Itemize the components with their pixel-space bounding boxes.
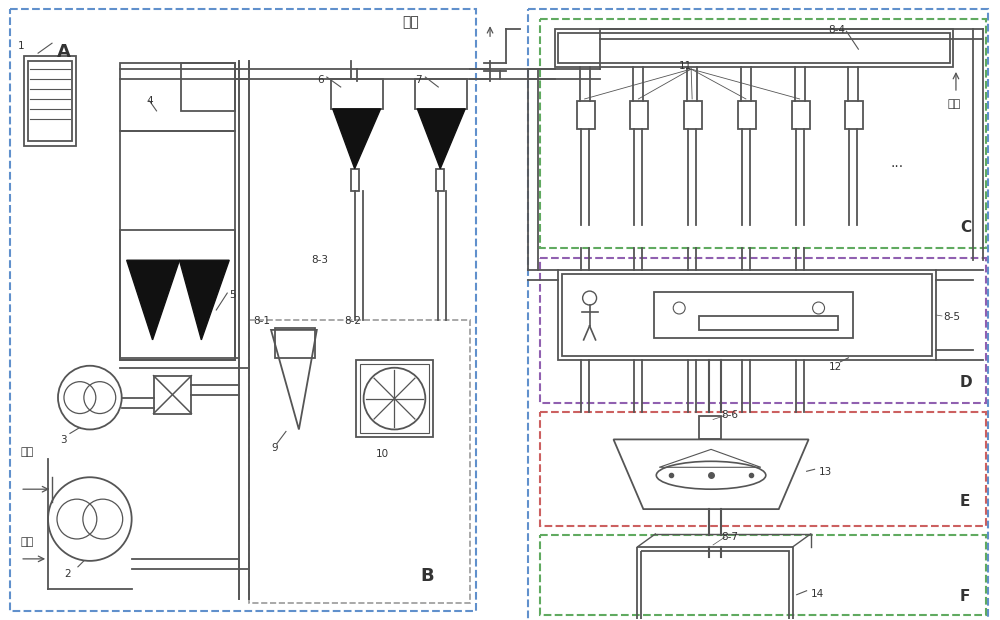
Text: 8-5: 8-5 — [943, 312, 960, 322]
Bar — [249, 320, 470, 603]
Bar — [275, 328, 315, 358]
Text: 6: 6 — [317, 75, 323, 85]
Bar — [415, 79, 467, 109]
Text: E: E — [960, 494, 970, 509]
Bar — [28, 61, 72, 141]
Bar — [558, 270, 936, 360]
Text: 12: 12 — [829, 361, 842, 372]
Bar — [10, 9, 476, 611]
Bar — [120, 131, 235, 360]
Bar — [792, 101, 810, 129]
Text: 1: 1 — [18, 41, 25, 51]
Bar — [154, 376, 191, 414]
Bar — [181, 63, 235, 111]
Bar — [540, 412, 986, 526]
Bar — [637, 547, 793, 620]
Bar — [331, 79, 383, 109]
Text: 10: 10 — [376, 450, 389, 459]
Text: 空气: 空气 — [20, 537, 33, 547]
Text: C: C — [960, 220, 971, 236]
Text: 8-4: 8-4 — [829, 25, 846, 35]
Bar — [528, 9, 988, 620]
Bar — [120, 63, 235, 131]
Text: ...: ... — [890, 156, 903, 170]
Text: 3: 3 — [60, 435, 67, 445]
Bar — [630, 101, 648, 129]
Polygon shape — [127, 260, 179, 340]
Polygon shape — [179, 260, 229, 340]
Bar — [540, 259, 986, 402]
Bar — [577, 101, 595, 129]
Bar — [356, 360, 433, 438]
Text: 13: 13 — [819, 467, 832, 477]
Text: A: A — [57, 43, 71, 61]
Text: B: B — [420, 567, 434, 585]
Text: 空气: 空气 — [20, 448, 33, 458]
Bar — [540, 19, 986, 248]
Text: F: F — [960, 589, 970, 604]
Text: 7: 7 — [415, 75, 422, 85]
Polygon shape — [333, 109, 381, 169]
Text: D: D — [960, 374, 973, 390]
Bar — [654, 292, 853, 338]
Text: 9: 9 — [271, 443, 278, 453]
Text: 8-2: 8-2 — [345, 316, 362, 326]
Bar — [699, 316, 838, 330]
Bar — [641, 551, 789, 620]
Bar — [845, 101, 863, 129]
Bar — [684, 101, 702, 129]
Bar — [558, 33, 950, 63]
Bar — [540, 535, 986, 614]
Text: 4: 4 — [147, 96, 153, 106]
Bar — [562, 274, 932, 356]
Text: 8-6: 8-6 — [721, 410, 738, 420]
Bar — [351, 169, 359, 190]
Bar — [360, 364, 429, 433]
Text: 8-1: 8-1 — [253, 316, 270, 326]
Bar — [738, 101, 756, 129]
Text: 5: 5 — [229, 290, 236, 300]
Text: 2: 2 — [64, 569, 71, 579]
Bar — [555, 29, 953, 67]
Text: 物料: 物料 — [948, 99, 961, 109]
Bar — [436, 169, 444, 190]
Polygon shape — [417, 109, 465, 169]
Text: 8-7: 8-7 — [721, 532, 738, 542]
Text: 8-3: 8-3 — [311, 255, 328, 265]
Bar — [24, 56, 76, 146]
Bar — [699, 415, 721, 440]
Text: 11: 11 — [679, 61, 692, 71]
Text: 14: 14 — [811, 589, 824, 599]
Text: 排空: 排空 — [402, 16, 419, 29]
Bar — [120, 231, 235, 360]
